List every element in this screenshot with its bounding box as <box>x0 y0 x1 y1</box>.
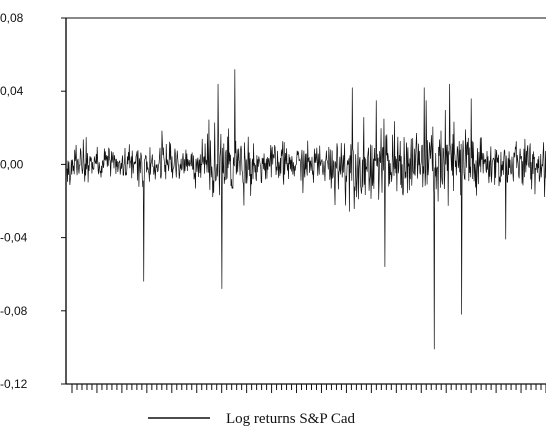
y-tick-label: -0,08 <box>0 304 28 318</box>
y-tick-label: -0,04 <box>0 231 28 245</box>
legend: Log returns S&P Cad <box>148 411 356 427</box>
x-axis <box>71 384 546 393</box>
plot-series <box>66 69 546 350</box>
y-tick-label: 0,08 <box>0 11 24 25</box>
series-line <box>66 69 546 350</box>
y-tick-label: 0,04 <box>0 84 24 98</box>
y-axis: 0,08 0,04 0,00 -0,04 -0,08 -0,12 <box>0 11 66 391</box>
y-tick-label: 0,00 <box>0 157 24 171</box>
y-tick-label: -0,12 <box>0 377 28 391</box>
legend-label: Log returns S&P Cad <box>226 411 356 427</box>
